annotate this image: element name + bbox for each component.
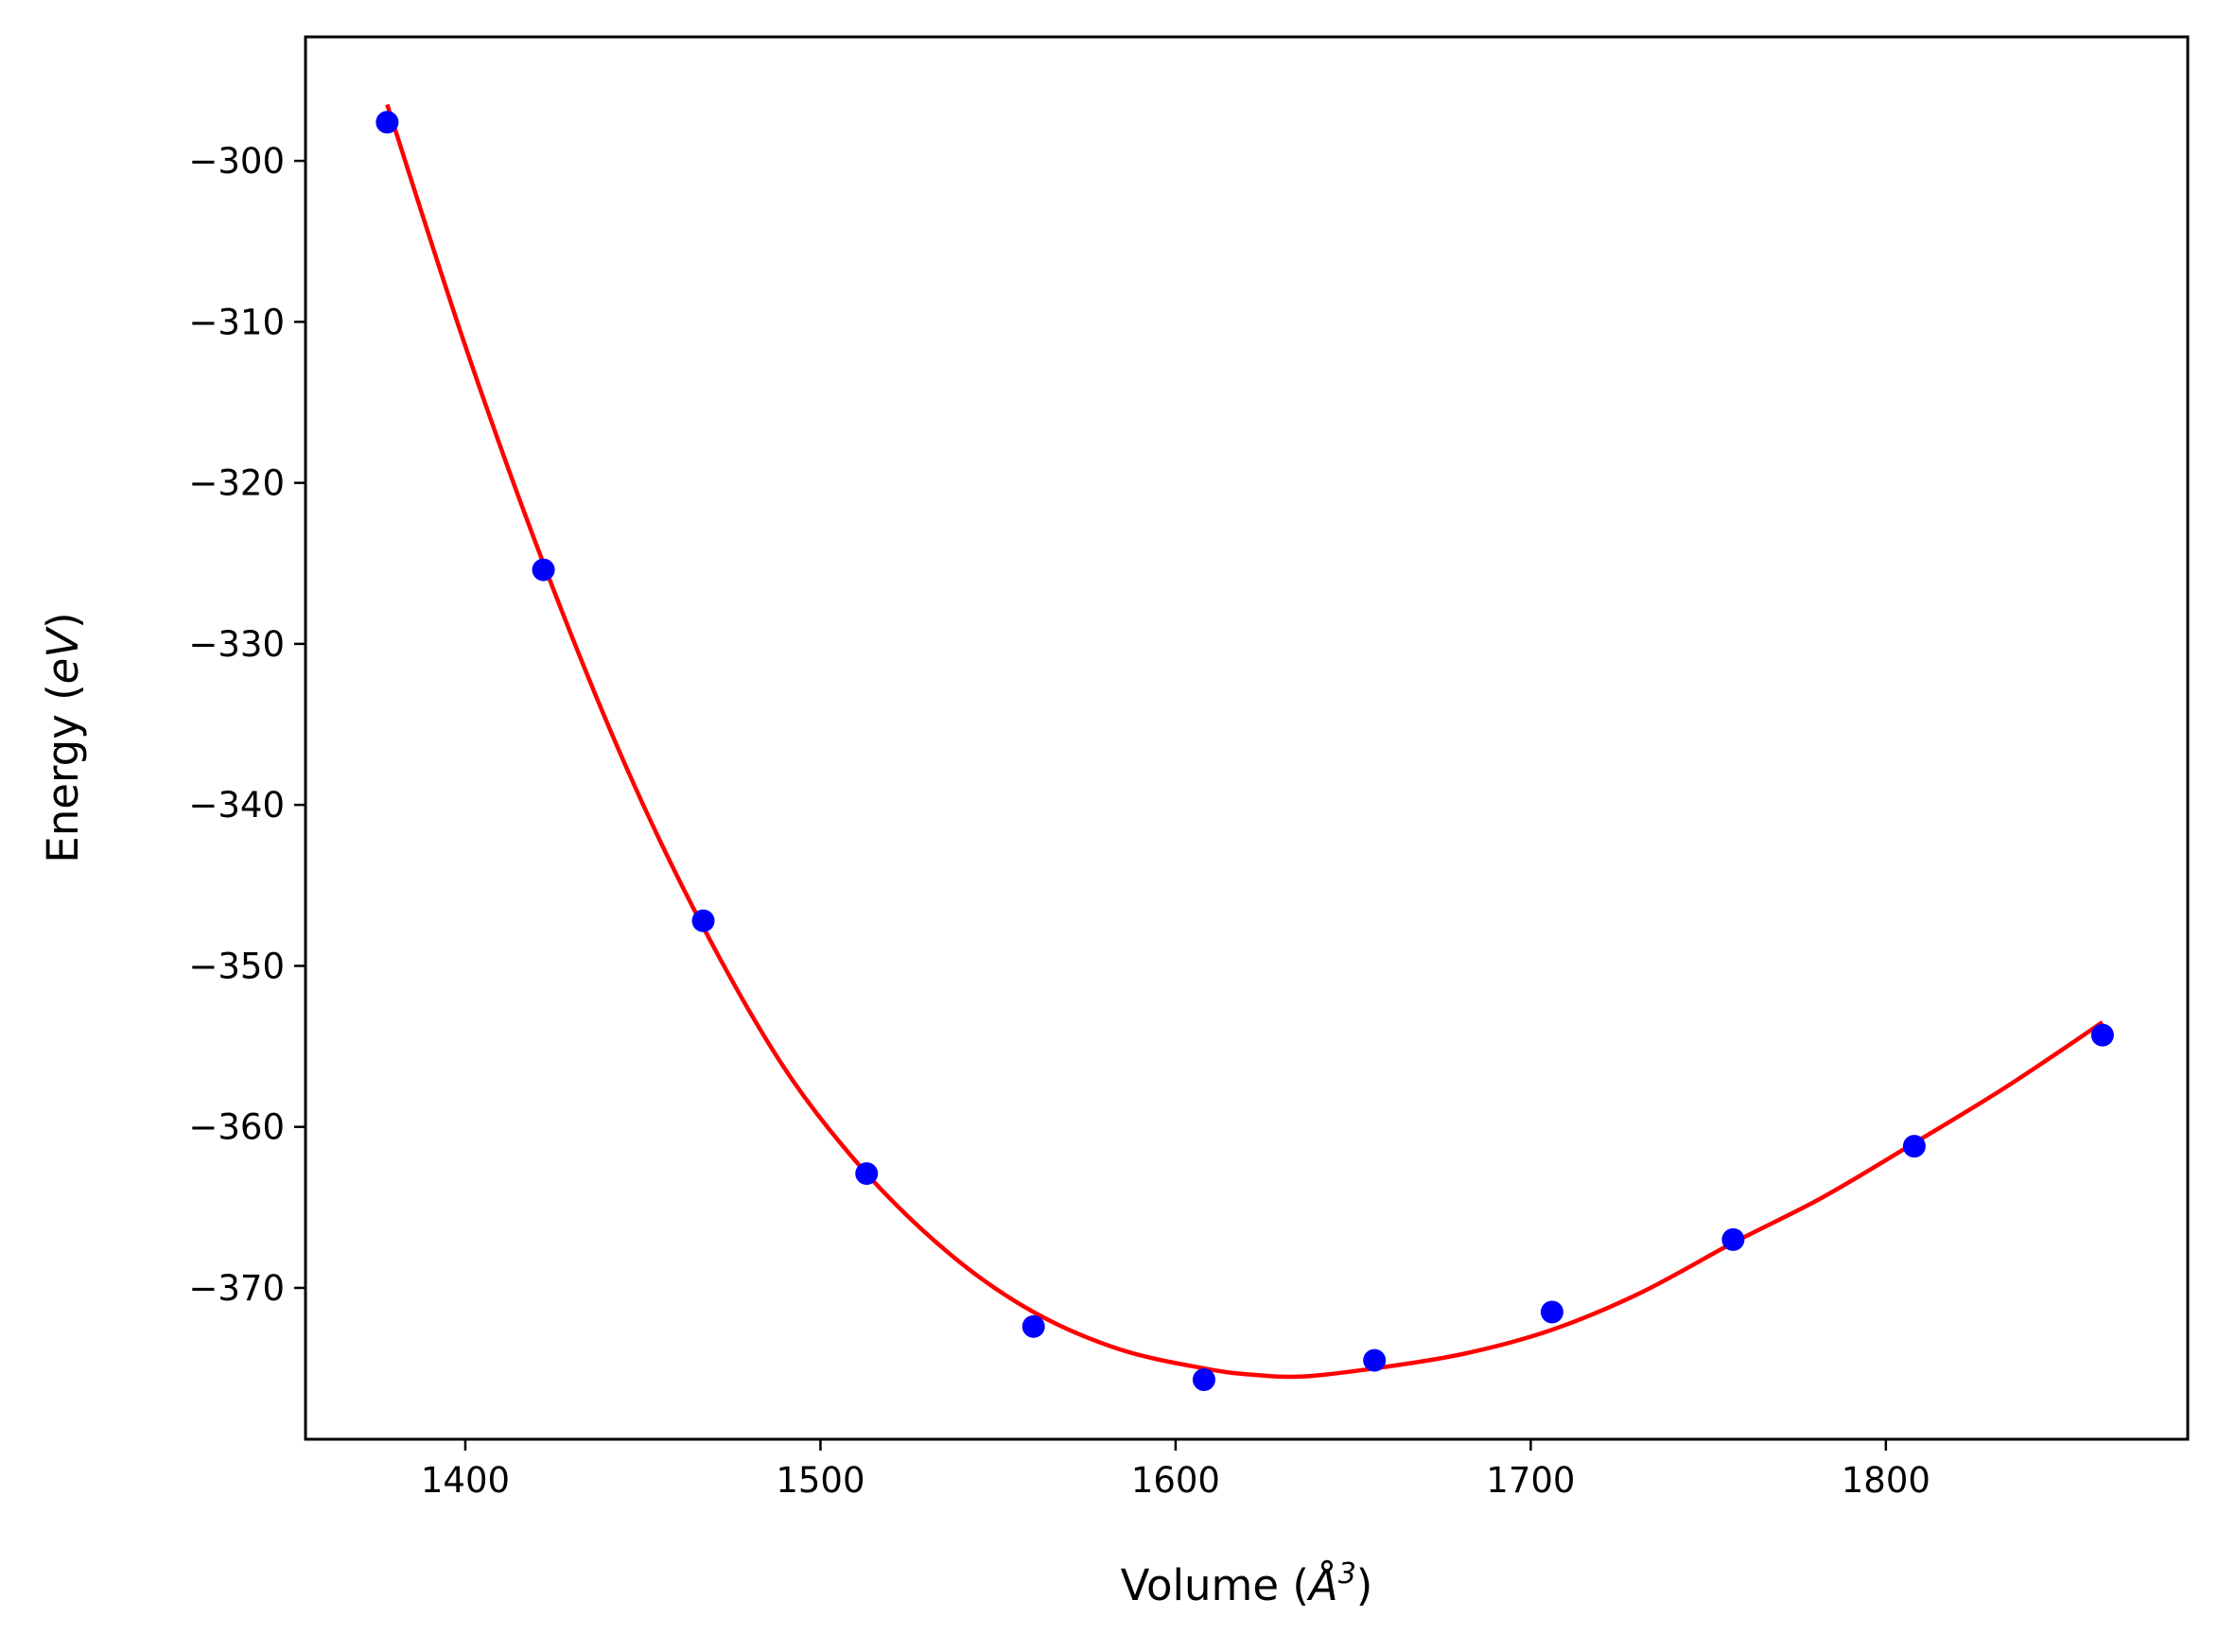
data-points-layer [375,111,2114,1392]
y-tick-label: −300 [188,141,285,182]
data-point [1902,1135,1926,1158]
data-point [1540,1300,1563,1324]
plot-area-frame [304,35,2190,1441]
y-axis-label: Energy (eV) [38,612,88,862]
data-point [532,558,555,582]
data-point [375,111,399,134]
data-point [1363,1348,1387,1372]
x-tick-label: 1500 [776,1460,864,1501]
x-axis-label: Volume (Å3) [1121,1557,1373,1610]
y-tick-label: −310 [188,302,285,342]
y-tick-label: −340 [188,785,285,826]
data-point [1721,1227,1745,1251]
y-tick-label: −350 [188,946,285,986]
x-axis-ticks: 1400 1500 1600 1700 1800 [421,1439,1930,1501]
y-axis-ticks: −300 −310 −320 −330 −340 −350 −360 −370 [188,141,306,1309]
x-tick-label: 1600 [1131,1460,1220,1501]
y-tick-label: −360 [188,1107,285,1148]
y-tick-label: −370 [188,1268,285,1309]
data-point [1022,1314,1045,1338]
data-point [855,1162,879,1186]
x-tick-label: 1800 [1842,1460,1930,1501]
x-tick-label: 1400 [421,1460,510,1501]
y-tick-label: −330 [188,624,285,665]
x-tick-label: 1700 [1486,1460,1575,1501]
data-point [691,909,715,932]
data-point [1192,1368,1215,1392]
fit-curve-layer [385,103,2104,1380]
data-point [2090,1023,2114,1047]
y-tick-label: −320 [188,463,285,504]
fit-curve-line [385,103,2104,1380]
